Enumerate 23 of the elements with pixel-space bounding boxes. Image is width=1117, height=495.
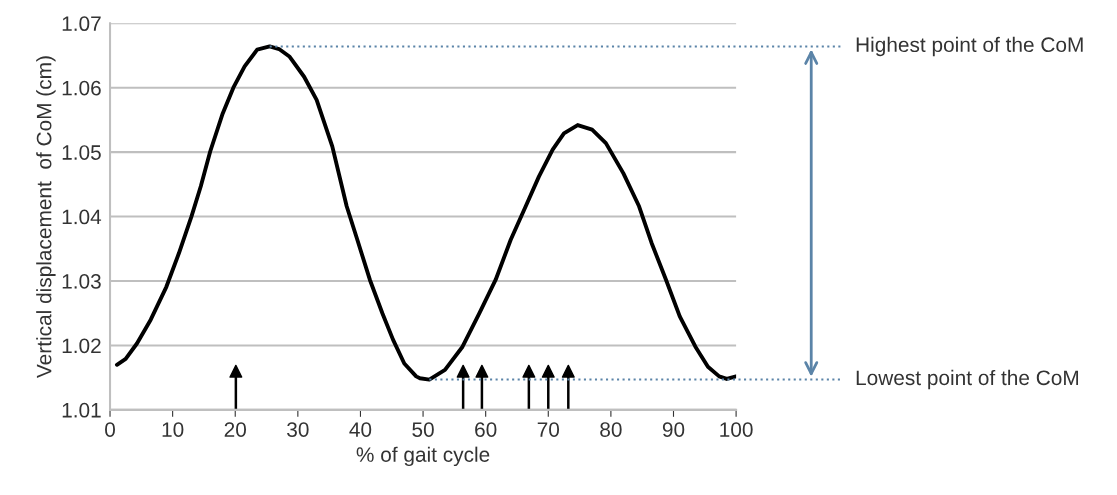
y-tick-label: 1.01: [62, 402, 101, 418]
x-axis-title: % of gait cycle: [356, 446, 490, 467]
x-tick-label: 100: [720, 422, 753, 437]
y-tick-label: 1.05: [62, 145, 101, 160]
x-tick-label: 90: [662, 422, 685, 437]
x-tick-label: 40: [349, 422, 372, 437]
x-tick-label: 30: [287, 422, 309, 437]
x-tick-label: 80: [600, 422, 622, 437]
line-series: [114, 44, 737, 382]
y-tick-label: 1.04: [62, 209, 102, 225]
y-axis-title: Vertical displacement of CoM (cm): [36, 56, 56, 378]
x-tick-label: 50: [412, 422, 434, 437]
x-tick-label: 0: [105, 422, 115, 437]
x-tick-label: 70: [537, 422, 560, 437]
x-tick-label: 10: [162, 422, 184, 437]
x-tick-label: 60: [475, 422, 497, 437]
y-tick-label: 1.02: [62, 338, 101, 354]
y-tick-label: 1.07: [62, 16, 101, 32]
y-tick-label: 1.03: [62, 274, 101, 289]
x-tick-label: 20: [224, 422, 247, 437]
ref-line-label: Highest point of the CoM: [856, 36, 1083, 57]
y-tick-label: 1.06: [62, 80, 101, 96]
ref-line-label: Lowest point of the CoM: [856, 369, 1079, 390]
